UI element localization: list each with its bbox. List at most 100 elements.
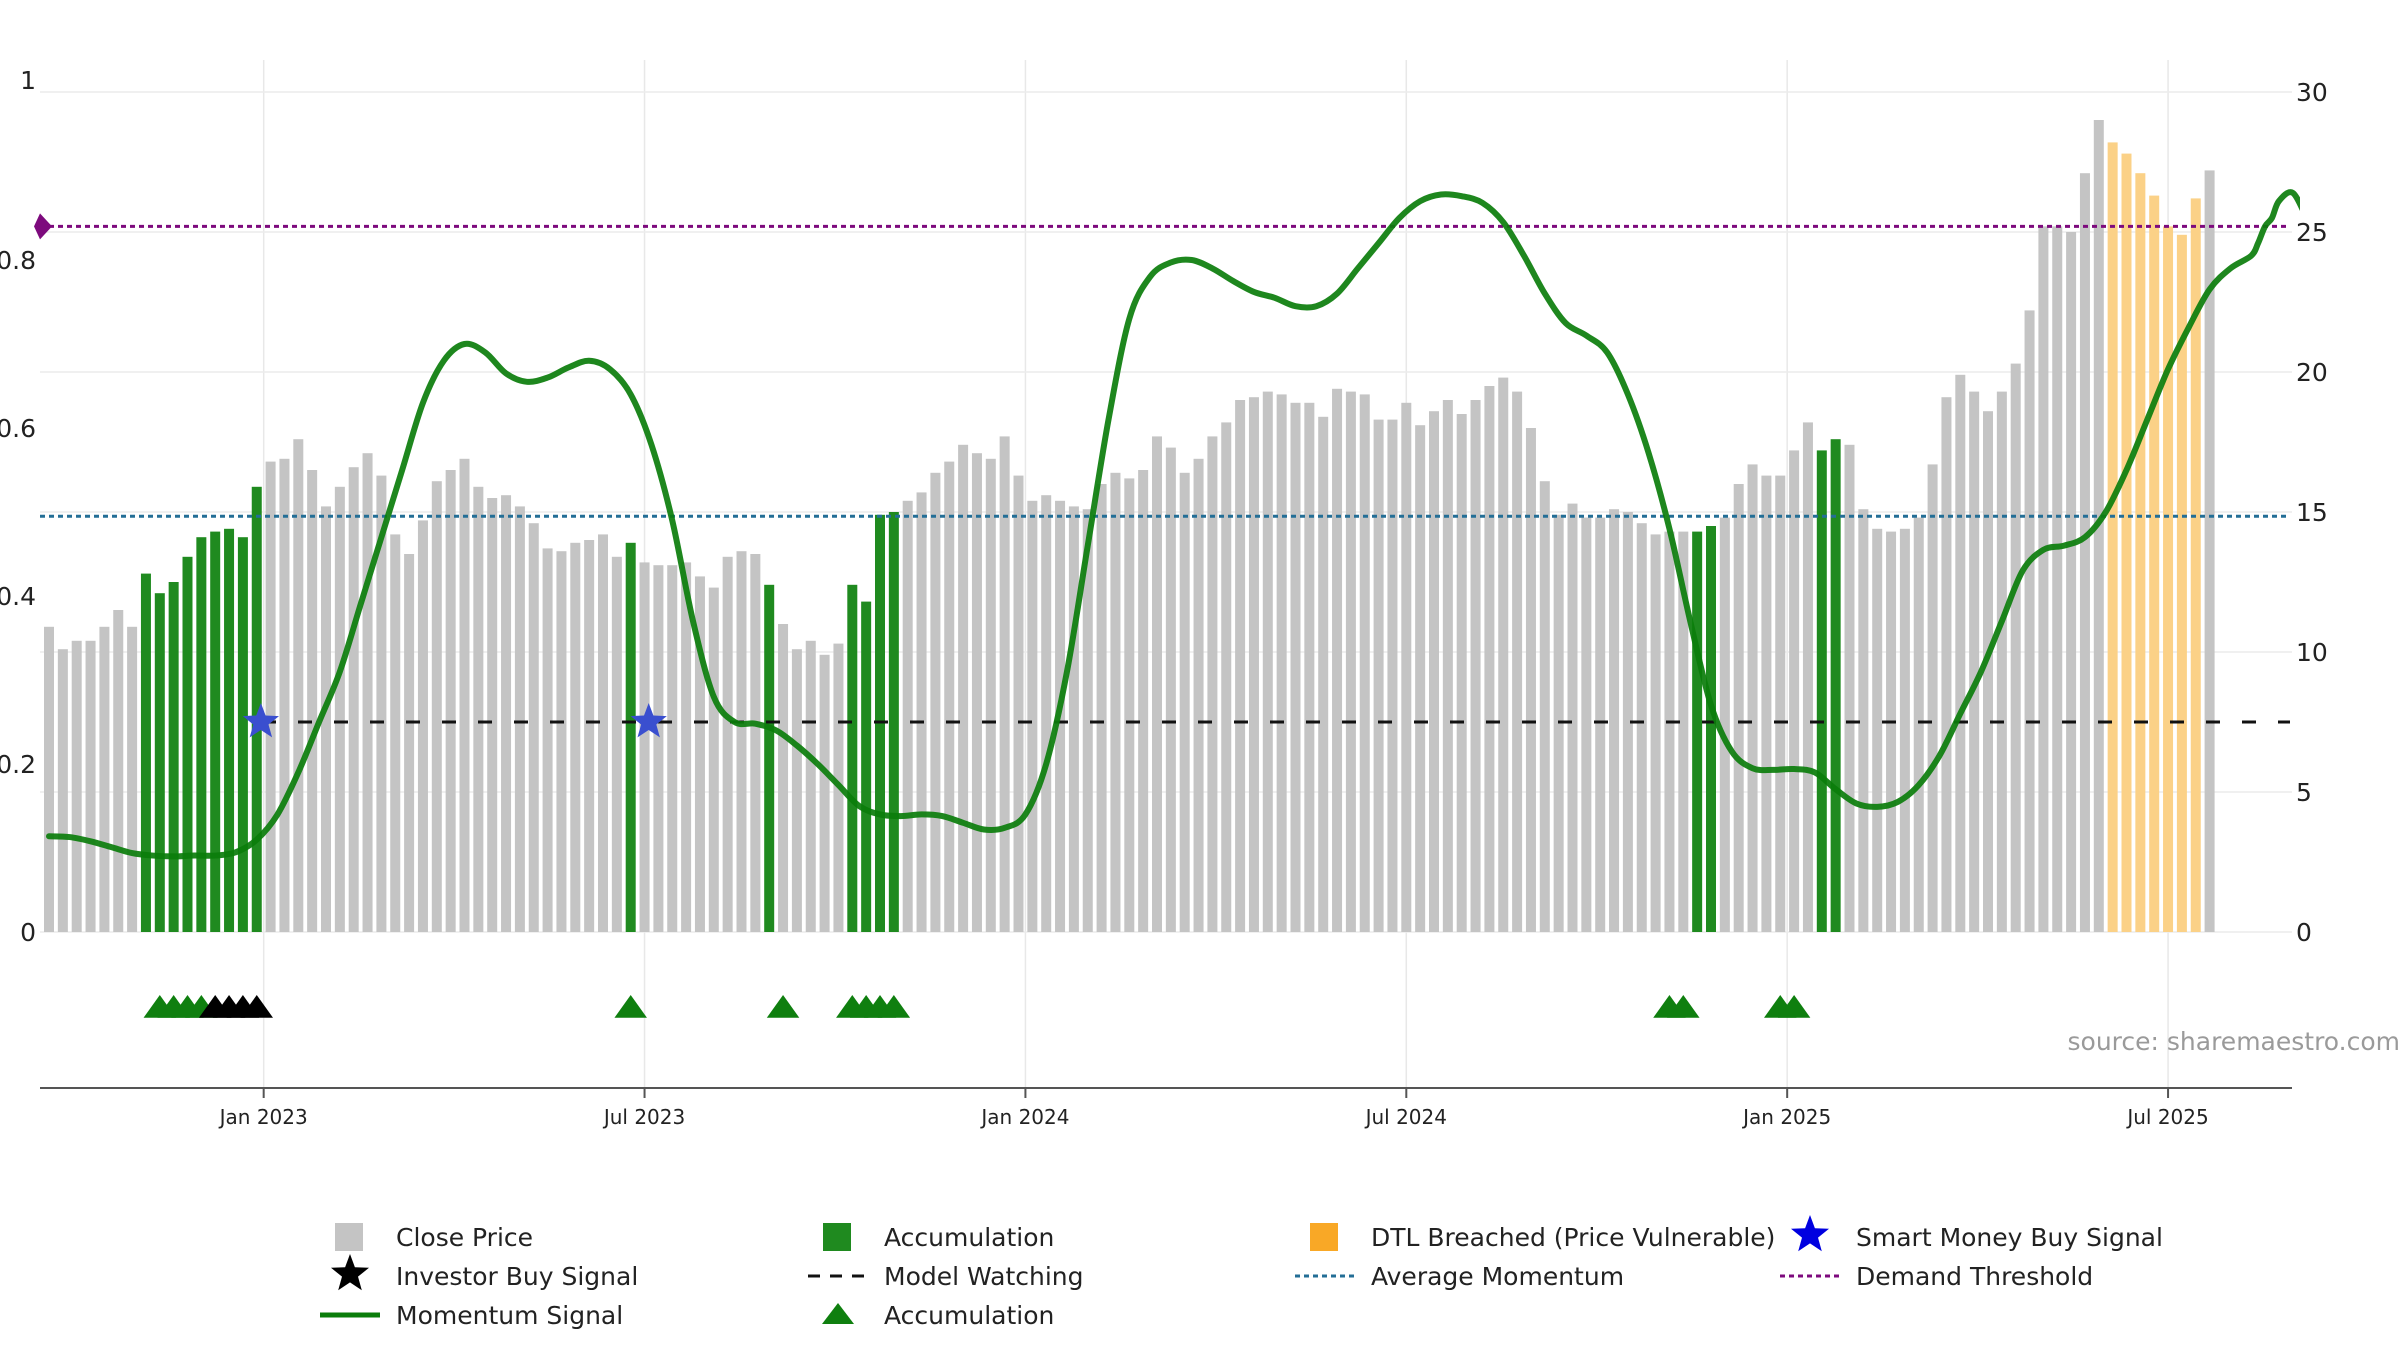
close-price-bar (681, 562, 692, 932)
close-price-bar (736, 551, 747, 932)
left-tick-label: 0.8 (0, 246, 36, 275)
close-price-bar (113, 610, 124, 932)
close-price-bar (501, 495, 512, 932)
close-price-bar (473, 486, 484, 932)
close-price-bar (44, 626, 54, 932)
close-price-bar (1609, 509, 1620, 932)
close-price-bar (611, 556, 622, 932)
close-price-bar (1996, 391, 2007, 933)
close-price-bar (1276, 394, 1287, 932)
accumulation-marker (766, 995, 800, 1018)
close-price-bar (1512, 391, 1523, 933)
legend-accumulation-label: Accumulation (884, 1223, 1054, 1252)
accumulation-marker (877, 995, 911, 1018)
investor-buy-marker (240, 995, 273, 1018)
smart-money-marker (630, 703, 667, 738)
close-price-bar (1470, 400, 1481, 932)
close-price-bar (1955, 374, 1966, 932)
source-credit: source: sharemaestro.com (2068, 1027, 2400, 1056)
close-price-bar (127, 626, 138, 932)
accumulation-bar (625, 542, 636, 932)
close-price-bar (487, 498, 498, 932)
dtl-breached-bar (2190, 198, 2201, 932)
close-price-bar (2038, 226, 2049, 932)
close-price-bar (1969, 391, 1980, 933)
right-tick-label: 20 (2296, 358, 2328, 387)
close-price-bar (1332, 388, 1343, 932)
legend-momentum-label: Momentum Signal (396, 1301, 623, 1330)
legend-accumulation-swatch (823, 1223, 851, 1251)
close-price-bar (1664, 531, 1675, 932)
close-price-bar (445, 470, 456, 932)
accumulation-bar (210, 531, 221, 932)
close-price-bar (1318, 416, 1329, 932)
close-price-bar (985, 458, 996, 932)
close-price-bar (1387, 419, 1398, 933)
x-tick-label: Jul 2024 (1364, 1105, 1447, 1129)
close-price-bar (1221, 422, 1232, 932)
close-price-bar (1442, 400, 1453, 932)
close-price-bar (514, 506, 525, 932)
close-price-bar (459, 458, 470, 932)
close-price-bar (1927, 464, 1938, 932)
signal-markers (143, 703, 1811, 1018)
close-price-bar (722, 556, 733, 932)
close-price-bar (1636, 523, 1647, 932)
legend-close-price-label: Close Price (396, 1223, 533, 1252)
legend-demand-threshold-label: Demand Threshold (1856, 1262, 2093, 1291)
left-tick-label: 0.4 (0, 582, 36, 611)
close-price-bar (1899, 528, 1910, 932)
momentum-signal-line (46, 189, 2300, 860)
accumulation-bar (251, 486, 262, 932)
left-tick-label: 1 (20, 66, 36, 95)
close-price-bar (1733, 484, 1744, 932)
close-price-bar (805, 640, 816, 932)
close-price-bar (1761, 475, 1772, 932)
legend-average-momentum-label: Average Momentum (1371, 1262, 1624, 1291)
close-price-bar (265, 461, 276, 932)
dtl-breached-bar (2107, 142, 2118, 932)
close-price-bar (348, 467, 359, 932)
accumulation-bar (861, 601, 872, 932)
close-price-bar (85, 640, 96, 932)
close-price-bar (1567, 503, 1578, 932)
close-price-bar (431, 481, 442, 932)
close-price-bar (1262, 391, 1273, 933)
close-price-bar (1373, 419, 1384, 933)
close-price-bar (958, 444, 969, 932)
close-price-bar (279, 458, 290, 932)
close-price-bar (1193, 458, 1204, 932)
close-price-bar (1858, 509, 1869, 932)
close-price-bar (2204, 170, 2215, 932)
close-price-bar (293, 439, 304, 932)
accumulation-bar (1706, 526, 1716, 932)
close-price-bar (1595, 517, 1606, 932)
close-price-bar (653, 565, 664, 932)
close-price-bar (584, 540, 595, 932)
accumulation-bar (888, 512, 899, 932)
left-tick-label: 0.6 (0, 414, 36, 443)
close-price-bar (71, 640, 82, 932)
close-price-bar (528, 523, 539, 932)
dtl-breached-bar (2149, 195, 2160, 933)
close-price-bar (791, 649, 802, 932)
close-price-bar (902, 500, 913, 932)
close-price-bar (1110, 472, 1121, 932)
close-price-bar (1872, 528, 1883, 932)
legend-accumulation-marker-label: Accumulation (884, 1301, 1054, 1330)
close-price-bar (362, 453, 373, 932)
axes: Jan 2023 Jul 2023 Jan 2024 Jul 2024 Jan 2025… (0, 66, 2328, 1129)
x-tick-label: Jan 2024 (979, 1105, 1069, 1129)
accumulation-bar (1830, 439, 1841, 932)
legend-accumulation-triangle (822, 1303, 854, 1324)
close-price-bar (1802, 422, 1813, 932)
accumulation-bar (847, 584, 858, 932)
close-price-bar (1525, 428, 1536, 932)
close-price-bar (1719, 517, 1730, 932)
close-price-bar (1401, 402, 1412, 932)
close-price-bar (1415, 425, 1426, 932)
close-price-bar (1484, 386, 1495, 932)
close-price-bar (2024, 310, 2035, 932)
close-price-bar (2079, 173, 2090, 932)
close-price-bar (1775, 475, 1786, 932)
